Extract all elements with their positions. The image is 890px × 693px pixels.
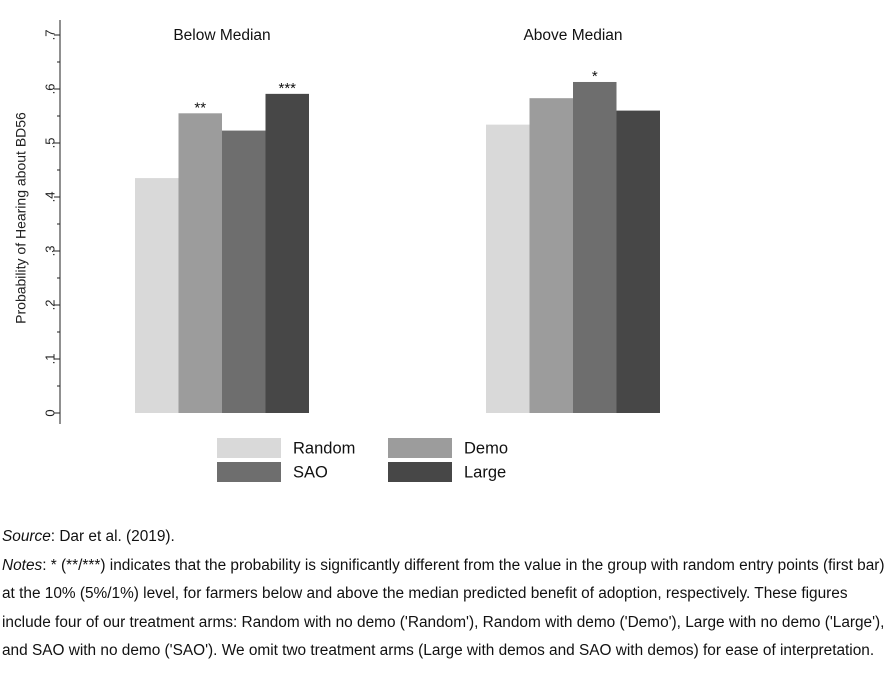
significance-stars: *** <box>278 80 296 97</box>
notes-paragraph: Notes: * (**/***) indicates that the pro… <box>2 552 888 666</box>
bar-chart: 0 .1 .2 .3 .4 .5 .6 .7 Probability of Hearing a… <box>13 20 660 482</box>
y-tick-label: .3 <box>42 246 57 257</box>
y-axis-label: Probability of Hearing about BD56 <box>13 112 29 324</box>
y-tick-label: 0 <box>42 409 57 416</box>
bar-random <box>486 124 530 413</box>
bar-demo <box>178 113 222 414</box>
y-tick-label: .2 <box>42 300 57 311</box>
bar-sao <box>573 81 617 413</box>
legend-label: SAO <box>293 463 328 481</box>
bar-large <box>616 110 660 413</box>
legend: Random Demo SAO Large <box>217 438 508 482</box>
y-tick-label: .4 <box>42 192 57 203</box>
source-line: Source: Dar et al. (2019). <box>2 523 888 552</box>
figure-notes: Source: Dar et al. (2019). Notes: * (**/… <box>2 523 888 666</box>
panel-title: Above Median <box>523 27 622 44</box>
y-tick-label: .1 <box>42 354 57 365</box>
legend-swatch-sao <box>217 462 281 482</box>
bar-demo <box>529 98 573 414</box>
source-text: : Dar et al. (2019). <box>50 528 175 545</box>
panel-titles: Below Median Above Median <box>173 27 622 44</box>
notes-text: : * (**/***) indicates that the probabil… <box>2 556 885 660</box>
panel-title: Below Median <box>173 27 270 44</box>
legend-label: Random <box>293 439 355 457</box>
y-tick-label: .5 <box>42 138 57 149</box>
y-axis-ticks: 0 .1 .2 .3 .4 .5 .6 .7 <box>42 30 60 417</box>
y-tick-label: .6 <box>42 84 57 95</box>
bar-sao <box>222 130 266 413</box>
source-label: Source <box>2 528 51 545</box>
significance-stars: * <box>592 68 598 85</box>
legend-swatch-random <box>217 438 281 458</box>
bar-random <box>135 178 179 413</box>
y-tick-label: .7 <box>42 30 57 41</box>
bars: ****** <box>135 68 660 414</box>
notes-label: Notes <box>2 556 43 574</box>
bar-large <box>265 93 309 414</box>
legend-swatch-large <box>388 462 452 482</box>
legend-label: Large <box>464 463 506 481</box>
legend-swatch-demo <box>388 438 452 458</box>
legend-label: Demo <box>464 439 508 457</box>
significance-stars: ** <box>194 99 206 116</box>
